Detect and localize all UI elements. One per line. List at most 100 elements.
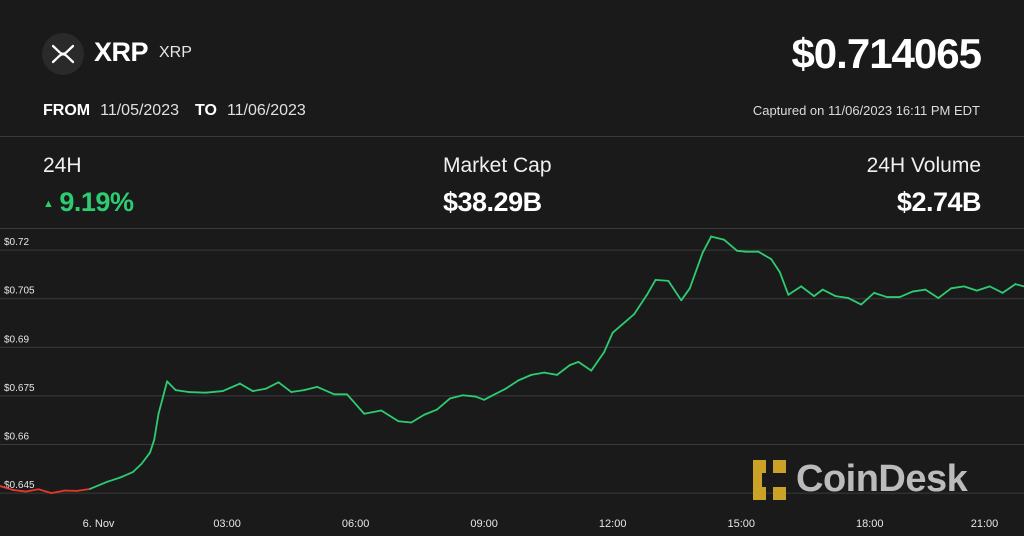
price-line-segment bbox=[603, 331, 614, 354]
price-line-segment bbox=[474, 395, 486, 401]
price-line-segment bbox=[963, 285, 978, 292]
price-line-segment bbox=[770, 258, 781, 274]
price-line-segment bbox=[873, 291, 888, 298]
up-arrow-icon: ▲ bbox=[43, 198, 54, 210]
y-tick-label: $0.645 bbox=[4, 480, 35, 491]
price-line-segment bbox=[0, 485, 14, 491]
price-line-segment bbox=[787, 285, 803, 296]
price-line-segment bbox=[620, 313, 636, 327]
price-line-segment bbox=[397, 420, 413, 424]
price-line-segment bbox=[813, 288, 824, 297]
price-line-segment bbox=[688, 251, 704, 290]
xrp-logo-icon bbox=[42, 33, 84, 75]
price-line-segment bbox=[153, 412, 160, 441]
price-line-segment bbox=[119, 471, 134, 479]
price-line-segment bbox=[590, 351, 606, 372]
price-line-segment bbox=[924, 288, 940, 299]
y-tick-label: $0.705 bbox=[4, 286, 35, 297]
change-percent: 9.19% bbox=[59, 187, 134, 217]
x-tick-label: 6. Nov bbox=[83, 518, 115, 530]
price-line-segment bbox=[680, 287, 691, 302]
price-line-segment bbox=[380, 409, 400, 423]
price-line-segment bbox=[504, 379, 520, 390]
price-line-segment bbox=[187, 391, 207, 394]
from-label: FROM bbox=[43, 102, 91, 119]
price-line-segment bbox=[483, 394, 494, 401]
market-cap-value: $38.29B bbox=[443, 187, 542, 217]
price-line-segment bbox=[346, 393, 366, 415]
volume-label: 24H Volume bbox=[866, 154, 981, 177]
price-line-segment bbox=[24, 488, 40, 493]
y-tick-label: $0.69 bbox=[4, 334, 29, 345]
price-line-segment bbox=[131, 463, 143, 474]
price-line-segment bbox=[723, 238, 738, 252]
price-line-segment bbox=[646, 278, 657, 296]
price-line-segment bbox=[37, 488, 53, 495]
price-line-segment bbox=[166, 380, 177, 391]
price-line-segment bbox=[423, 408, 438, 416]
y-tick-label: $0.675 bbox=[4, 383, 35, 394]
price-line-segment bbox=[611, 324, 623, 334]
price-line-segment bbox=[491, 387, 507, 397]
price-line-segment bbox=[303, 385, 318, 391]
price-line-segment bbox=[988, 285, 1004, 294]
x-tick-label: 18:00 bbox=[856, 518, 884, 530]
stats-divider bbox=[0, 228, 1024, 229]
price-line-segment bbox=[633, 293, 648, 316]
price-line-segment bbox=[911, 288, 927, 293]
price-line-segment bbox=[568, 360, 580, 367]
date-range: FROM 11/05/2023 TO 11/06/2023 bbox=[43, 102, 316, 120]
price-line-segment bbox=[436, 397, 451, 411]
price-line-segment bbox=[701, 235, 713, 254]
price-line-segment bbox=[937, 287, 953, 299]
price-line-segment bbox=[847, 297, 863, 306]
price-line-segment bbox=[290, 389, 306, 393]
to-date: 11/06/2023 bbox=[226, 102, 306, 119]
change-value: ▲ 9.19% bbox=[43, 187, 134, 218]
price-line-segment bbox=[277, 381, 293, 393]
price-line-segment bbox=[577, 360, 593, 372]
price-line-segment bbox=[316, 385, 336, 396]
price-line-segment bbox=[251, 387, 267, 392]
price-line-segment bbox=[778, 271, 790, 296]
y-tick-label: $0.72 bbox=[4, 237, 29, 248]
price-line-segment bbox=[950, 285, 965, 290]
price-line-segment bbox=[860, 291, 875, 306]
price-line-segment bbox=[736, 249, 747, 253]
price-line-segment bbox=[710, 235, 725, 241]
price-line-segment bbox=[410, 413, 426, 424]
price-line-segment bbox=[1001, 283, 1017, 294]
price-line-segment bbox=[11, 489, 27, 493]
price-line-segment bbox=[667, 279, 683, 302]
asset-name: XRP bbox=[94, 37, 149, 67]
captured-timestamp: Captured on 11/06/2023 16:11 PM EDT bbox=[752, 103, 980, 118]
x-tick-label: 03:00 bbox=[213, 518, 241, 530]
price-line-segment bbox=[157, 380, 168, 415]
price-line-segment bbox=[461, 394, 477, 398]
price-line-segment bbox=[76, 488, 91, 492]
market-cap-label: Market Cap bbox=[443, 154, 552, 177]
y-tick-label: $0.66 bbox=[4, 432, 29, 443]
to-label: TO bbox=[195, 102, 217, 119]
price-line-segment bbox=[89, 480, 109, 490]
price-chart: $0.72 $0.705 $0.69 $0.675 $0.66 $0.645 6. Nov 0… bbox=[0, 235, 1024, 530]
price-line-segment bbox=[834, 295, 850, 299]
x-tick-label: 21:00 bbox=[971, 518, 999, 530]
volume-value: $2.74B bbox=[896, 187, 982, 217]
price-line-segment bbox=[1014, 283, 1024, 288]
x-tick-label: 12:00 bbox=[599, 518, 627, 530]
price-line-segment bbox=[800, 285, 815, 297]
price-line-segment bbox=[149, 438, 156, 454]
price-line-segment bbox=[106, 476, 121, 483]
price-line-segment bbox=[264, 381, 280, 390]
price-line-segment bbox=[174, 389, 190, 393]
price-line-segment bbox=[543, 371, 558, 376]
from-date: 11/05/2023 bbox=[100, 102, 179, 119]
x-tick-label: 09:00 bbox=[470, 518, 498, 530]
price-line-segment bbox=[530, 371, 546, 376]
coindesk-logo-icon bbox=[753, 460, 786, 500]
price-line-segment bbox=[517, 373, 533, 382]
header-divider bbox=[0, 136, 1024, 137]
price-line-segment bbox=[140, 451, 151, 465]
asset-symbol: XRP bbox=[159, 44, 192, 61]
